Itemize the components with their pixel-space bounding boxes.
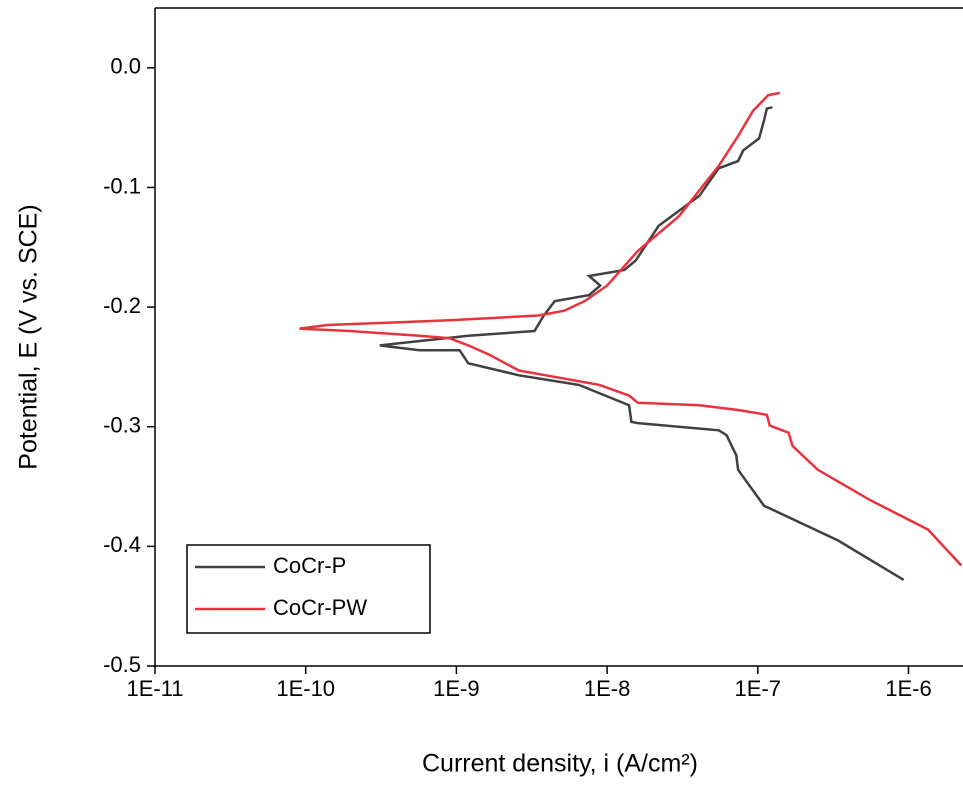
- x-tick-label: 1E-8: [584, 676, 630, 701]
- series-line: [299, 91, 963, 567]
- y-tick-label: -0.5: [103, 652, 141, 677]
- legend-label: CoCr-PW: [273, 595, 367, 620]
- y-tick-label: -0.1: [103, 173, 141, 198]
- legend-label: CoCr-P: [273, 553, 346, 578]
- x-axis-label: Current density, i (A/cm²): [422, 750, 698, 778]
- y-axis-label: Potential, E (V vs. SCE): [15, 204, 43, 469]
- y-tick-label: -0.2: [103, 293, 141, 318]
- y-tick-label: -0.3: [103, 413, 141, 438]
- axis-frame: [154, 7, 963, 667]
- x-tick-label: 1E-11: [126, 676, 183, 701]
- x-tick-label: 1E-7: [735, 676, 781, 701]
- x-tick-label: 1E-10: [276, 676, 335, 701]
- legend-box: [186, 544, 431, 634]
- series-line: [379, 106, 905, 581]
- x-tick-label: 1E-6: [885, 676, 931, 701]
- y-tick-label: -0.4: [103, 532, 141, 557]
- x-tick-label: 1E-9: [433, 676, 479, 701]
- y-tick-label: 0.0: [110, 54, 141, 79]
